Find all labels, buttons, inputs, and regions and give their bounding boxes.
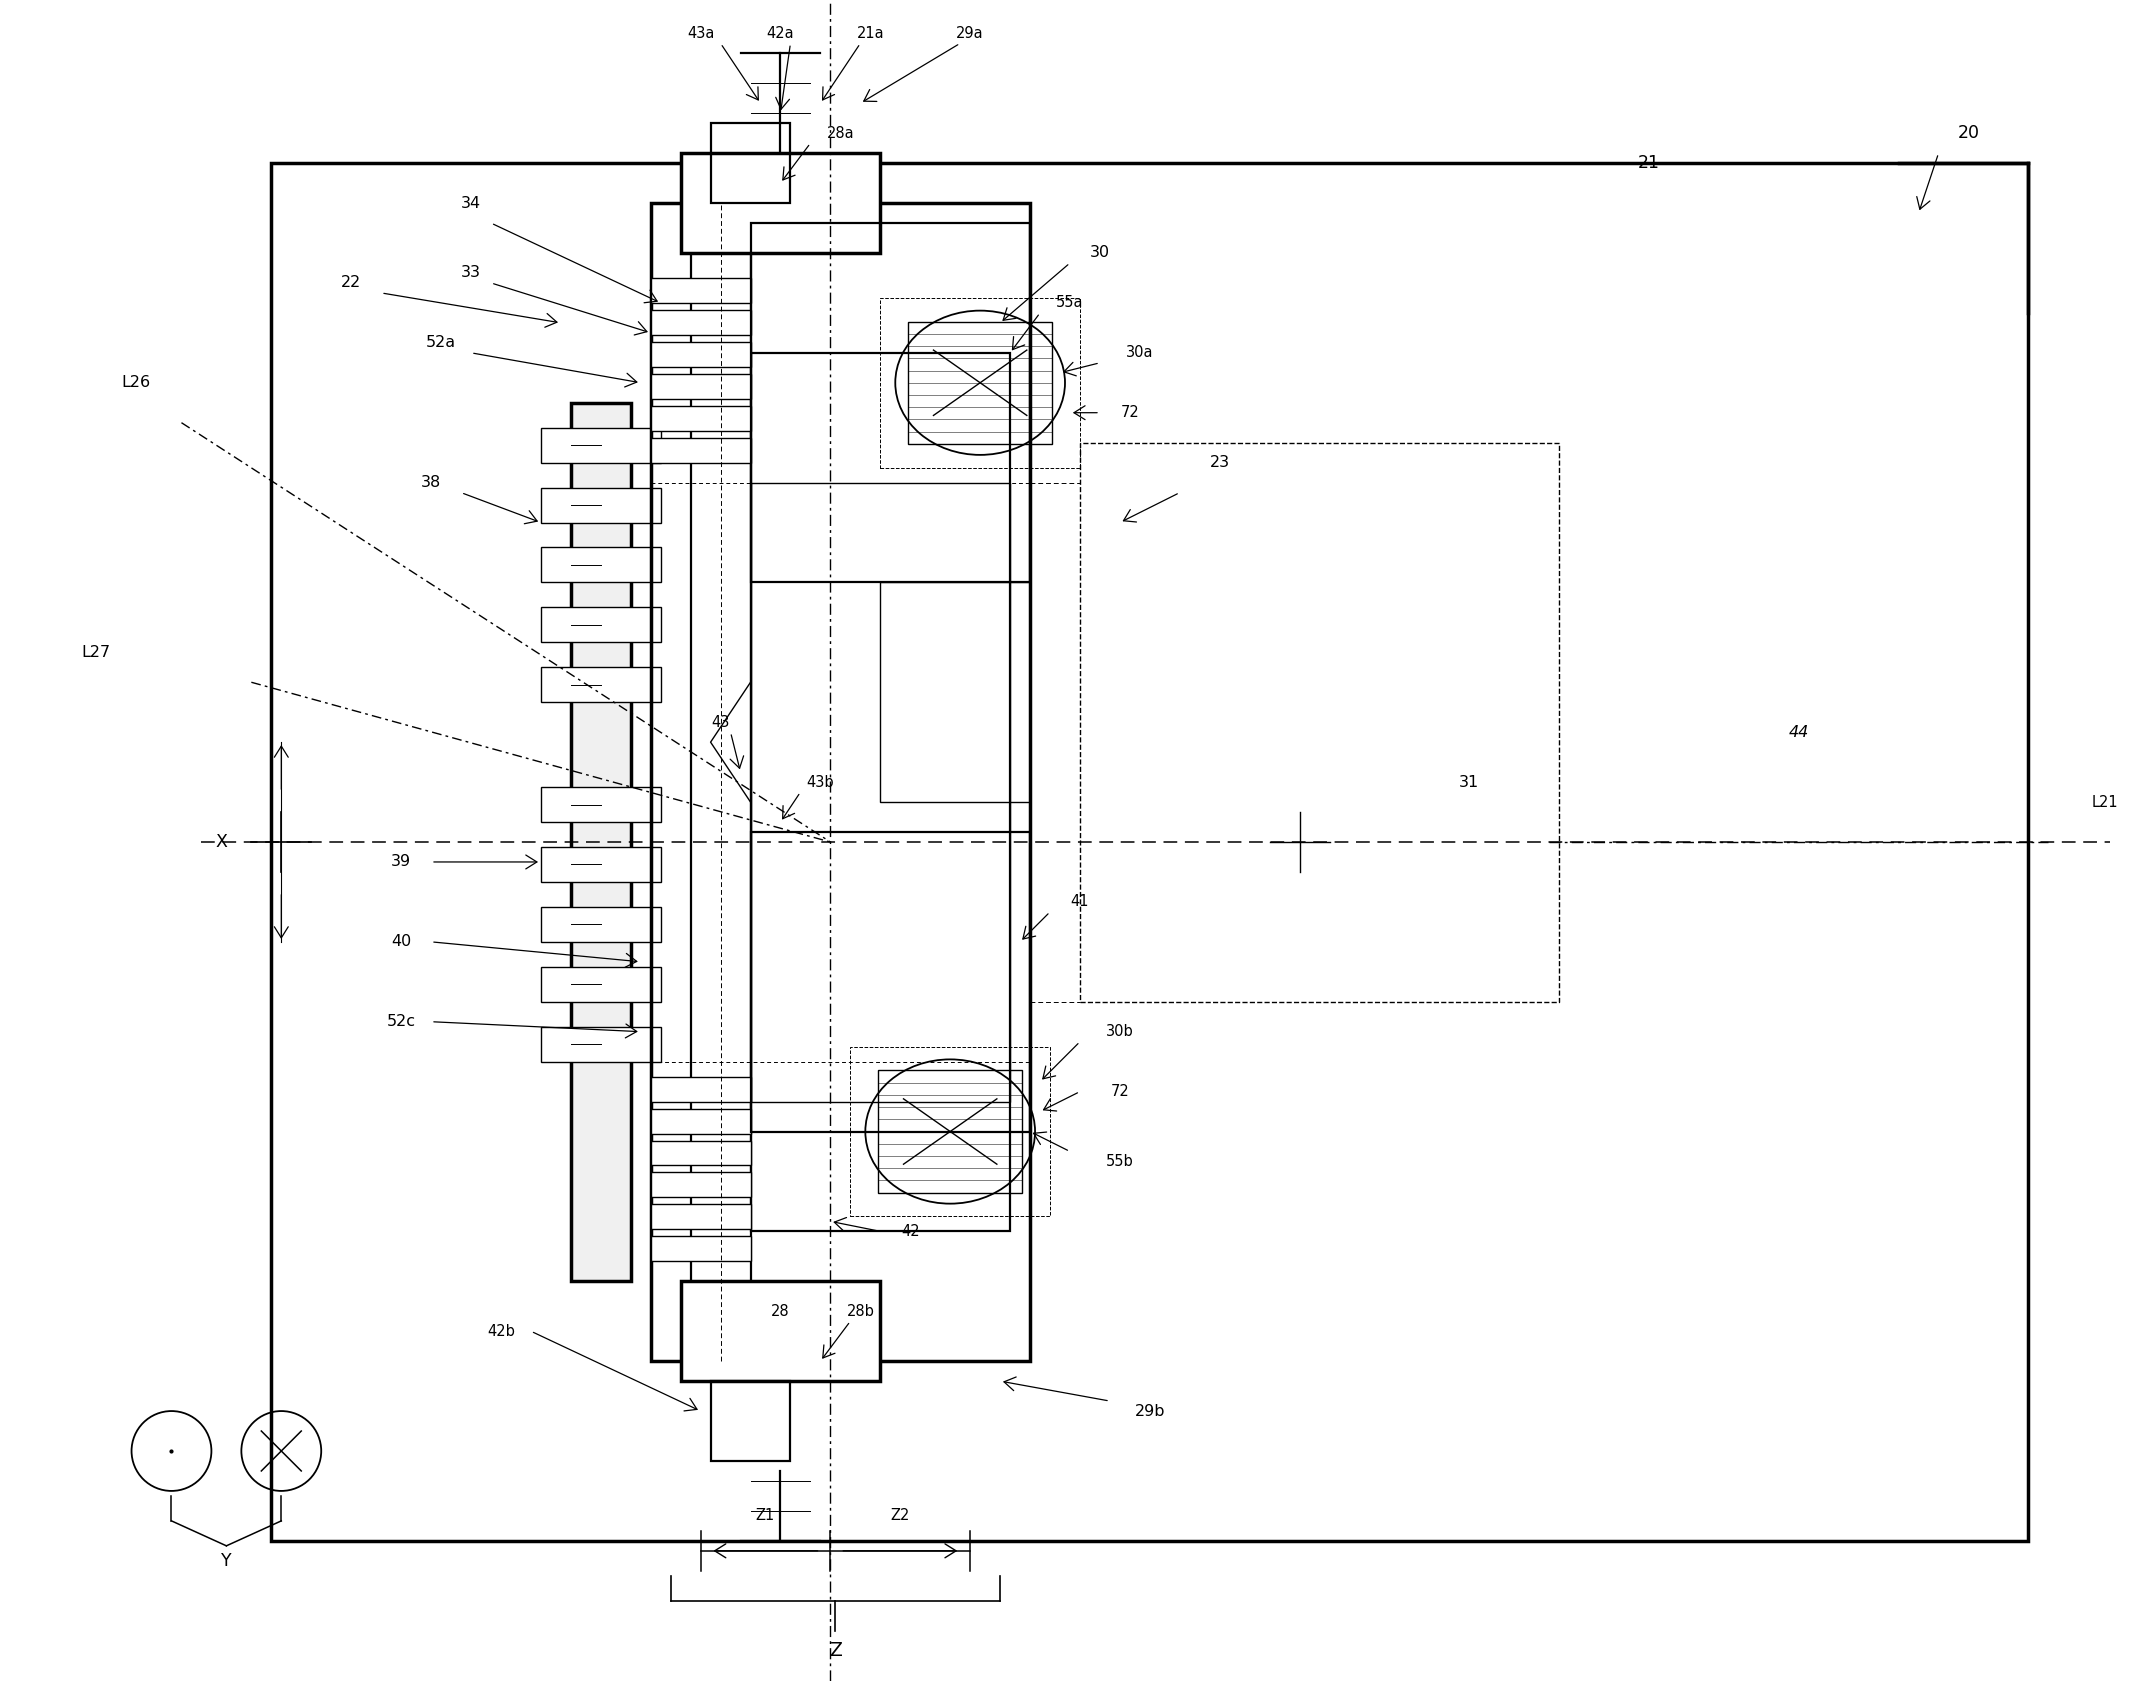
Bar — [542, 1026, 661, 1061]
Text: 44: 44 — [1789, 725, 1808, 740]
Text: Z: Z — [829, 1642, 842, 1660]
Bar — [750, 353, 1011, 1231]
Text: X: X — [215, 833, 228, 851]
Bar — [542, 607, 661, 643]
Bar — [750, 483, 1011, 1102]
Text: 52a: 52a — [426, 335, 456, 350]
Text: 41: 41 — [1070, 895, 1089, 910]
Bar — [710, 123, 791, 204]
Text: L27: L27 — [81, 644, 111, 659]
Text: Y: Y — [222, 1552, 232, 1569]
Bar — [542, 668, 661, 701]
Bar — [650, 1204, 750, 1230]
Text: 40: 40 — [390, 934, 411, 949]
Text: 28b: 28b — [846, 1304, 874, 1319]
Text: 55b: 55b — [1107, 1154, 1134, 1169]
Text: 21: 21 — [1637, 155, 1661, 172]
Text: L21: L21 — [2091, 794, 2119, 809]
Text: 33: 33 — [461, 266, 482, 281]
Text: L26: L26 — [122, 375, 151, 390]
Bar — [542, 427, 661, 463]
Text: 42a: 42a — [768, 25, 795, 40]
Text: 34: 34 — [461, 195, 482, 210]
Bar — [878, 1070, 1021, 1193]
Bar — [881, 298, 1081, 468]
Bar — [680, 153, 881, 252]
Bar — [542, 967, 661, 1002]
Bar — [650, 309, 750, 335]
Text: 72: 72 — [1121, 405, 1138, 420]
Bar — [750, 224, 1030, 582]
Text: 20: 20 — [1957, 124, 1978, 143]
Text: 28a: 28a — [827, 126, 855, 141]
Bar — [271, 163, 2028, 1541]
Text: 38: 38 — [420, 474, 441, 489]
Bar — [542, 787, 661, 822]
Text: 30a: 30a — [1126, 345, 1153, 360]
Text: 31: 31 — [1458, 775, 1480, 789]
Text: 52c: 52c — [386, 1014, 416, 1029]
Bar — [650, 437, 750, 463]
Text: 39: 39 — [390, 854, 411, 870]
Bar — [881, 582, 1030, 802]
Text: Z1: Z1 — [757, 1509, 776, 1524]
Text: 22: 22 — [341, 276, 360, 291]
Text: Z2: Z2 — [891, 1509, 910, 1524]
Bar — [650, 1076, 750, 1102]
Bar — [542, 488, 661, 523]
Text: 43: 43 — [712, 715, 729, 730]
Bar — [908, 321, 1051, 444]
Text: 23: 23 — [1209, 456, 1230, 471]
Bar — [1081, 442, 1558, 1002]
Bar — [650, 1140, 750, 1166]
Bar — [851, 1046, 1051, 1216]
Bar — [571, 402, 631, 1282]
Text: 29b: 29b — [1134, 1403, 1164, 1418]
Text: 42: 42 — [902, 1224, 919, 1240]
Bar — [542, 547, 661, 582]
Text: 42b: 42b — [486, 1324, 514, 1339]
Bar — [650, 1108, 750, 1134]
Text: 30: 30 — [1089, 246, 1111, 261]
Bar — [650, 373, 750, 399]
Text: 21a: 21a — [857, 25, 885, 40]
Text: 72: 72 — [1111, 1085, 1130, 1098]
Text: 29a: 29a — [957, 25, 985, 40]
Bar — [650, 204, 1030, 1361]
Text: 30b: 30b — [1107, 1024, 1134, 1039]
Text: 55a: 55a — [1055, 296, 1083, 311]
Bar — [542, 848, 661, 881]
Bar — [650, 1236, 750, 1262]
Text: 43b: 43b — [806, 775, 834, 789]
Bar — [750, 833, 1030, 1132]
Bar — [691, 204, 750, 1361]
Bar — [650, 278, 750, 303]
Text: 43a: 43a — [687, 25, 714, 40]
Text: 28: 28 — [772, 1304, 789, 1319]
Bar — [680, 1282, 881, 1381]
Bar — [542, 907, 661, 942]
Bar — [650, 405, 750, 431]
Bar — [710, 1381, 791, 1462]
Bar — [650, 341, 750, 367]
Bar — [650, 1172, 750, 1198]
